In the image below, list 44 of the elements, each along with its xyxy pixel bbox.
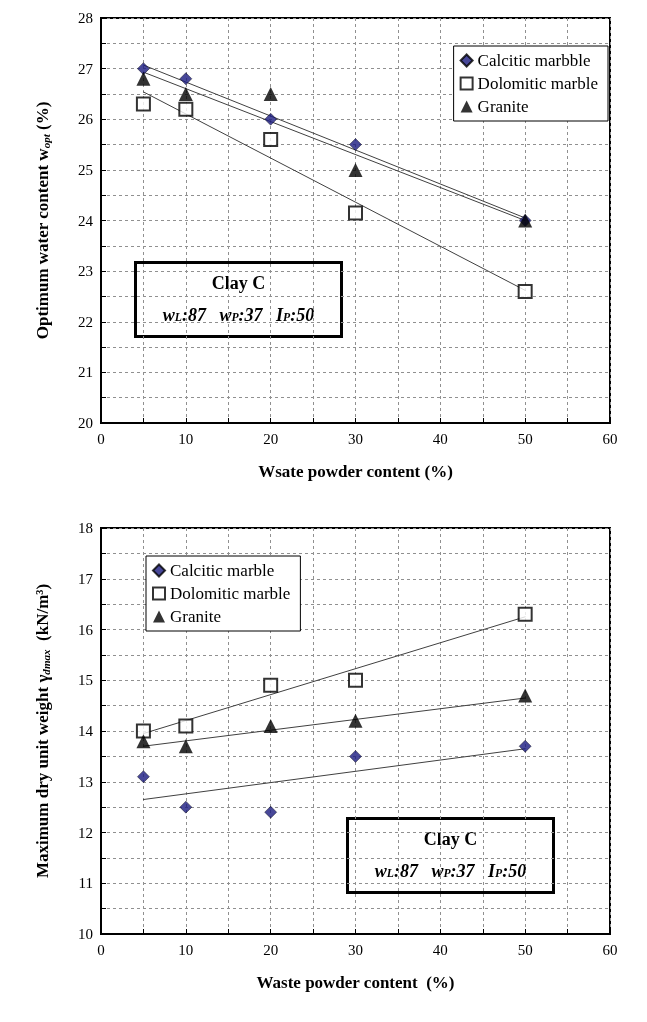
y-tick-label: 17 [78, 570, 94, 587]
y-tick-label: 13 [78, 773, 93, 790]
x-tick-label: 40 [432, 941, 448, 958]
x-axis-title: Wsate powder content (%) [258, 462, 453, 481]
x-tick-label: 0 [97, 941, 105, 958]
x-tick-label: 60 [602, 430, 618, 447]
y-tick-label: 23 [78, 263, 93, 280]
y-tick-label: 20 [78, 415, 93, 431]
legend-label: Calcitic marble [170, 561, 275, 580]
x-axis-title: Waste powder content (%) [256, 973, 455, 992]
y-tick-label: 11 [78, 875, 93, 892]
legend-label: Granite [170, 607, 221, 626]
annotation: wL:87 wP:37 IP:50 [374, 860, 527, 881]
y-tick-label: 24 [78, 212, 94, 229]
x-tick-label: 0 [97, 430, 105, 447]
y-tick-label: 21 [78, 364, 93, 381]
x-tick-label: 20 [263, 941, 279, 958]
legend-label: Granite [477, 97, 529, 116]
x-tick-label: 50 [517, 941, 533, 958]
x-tick-label: 30 [348, 430, 363, 447]
y-tick-label: 28 [78, 10, 93, 26]
legend-label: Dolomitic marble [170, 584, 291, 603]
y-tick-label: 18 [78, 520, 93, 536]
x-tick-label: 10 [178, 941, 194, 958]
y-tick-label: 15 [78, 672, 93, 689]
y-tick-label: 22 [78, 313, 93, 330]
x-tick-label: 40 [432, 430, 448, 447]
x-tick-label: 30 [348, 941, 363, 958]
y-tick-label: 27 [78, 60, 94, 77]
x-tick-label: 60 [602, 941, 618, 958]
annotation: wL:87 wP:37 IP:50 [162, 304, 315, 325]
legend-label: Calcitic marbble [477, 51, 591, 70]
x-tick-label: 20 [263, 430, 279, 447]
y-tick-label: 10 [78, 926, 93, 942]
y-axis-title: Optimum water content wopt (%) [33, 101, 52, 340]
y-tick-label: 16 [78, 621, 94, 638]
annotation: Clay C [211, 272, 266, 293]
legend-label: Dolomitic marble [477, 74, 598, 93]
y-tick-label: 12 [78, 824, 93, 841]
y-tick-label: 26 [78, 111, 94, 128]
x-tick-label: 10 [178, 430, 194, 447]
y-tick-label: 25 [78, 161, 93, 178]
y-tick-label: 14 [78, 723, 94, 739]
x-tick-label: 50 [517, 430, 533, 447]
